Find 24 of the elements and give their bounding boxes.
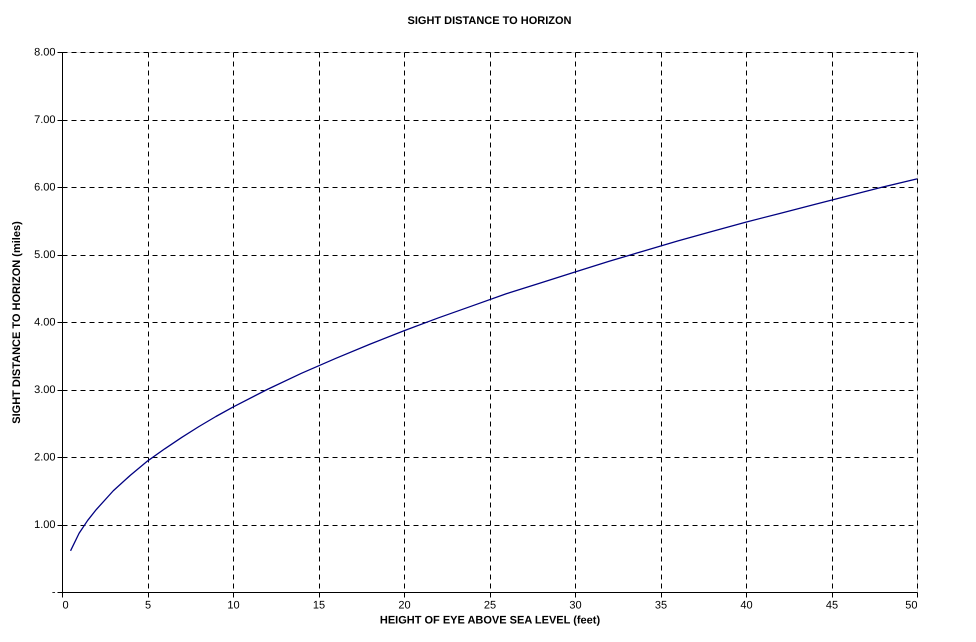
line-series [70,178,918,552]
y-tick-label: 1.00 [34,519,56,531]
x-tick-label: 40 [740,600,753,612]
x-tick-label: 15 [312,600,326,612]
y-tick-label: 7.00 [34,114,56,126]
chart-title: SIGHT DISTANCE TO HORIZON [408,15,572,27]
y-tick-label: 4.00 [34,316,56,328]
x-axis-title: HEIGHT OF EYE ABOVE SEA LEVEL (feet) [380,614,600,626]
x-tick-label: 5 [144,600,152,612]
y-tick-label: 8.00 [34,46,56,58]
x-tick-label: 45 [826,600,838,612]
y-tick-label: 2.00 [34,452,56,464]
x-tick-label: 50 [905,600,918,612]
y-tick-label: - [52,586,56,598]
y-tick-label: 3.00 [34,384,56,396]
y-tick-label: 6.00 [34,182,56,194]
y-axis-title: SIGHT DISTANCE TO HORIZON (miles) [11,220,24,424]
x-tick-label: 20 [398,600,411,612]
x-tick-label: 35 [654,600,668,612]
y-tick-label: 5.00 [34,249,56,261]
x-tick-label: 25 [484,600,496,612]
x-tick-label: 10 [227,600,240,612]
x-tick-label: 30 [569,600,582,612]
x-tick-label: 0 [62,600,69,612]
